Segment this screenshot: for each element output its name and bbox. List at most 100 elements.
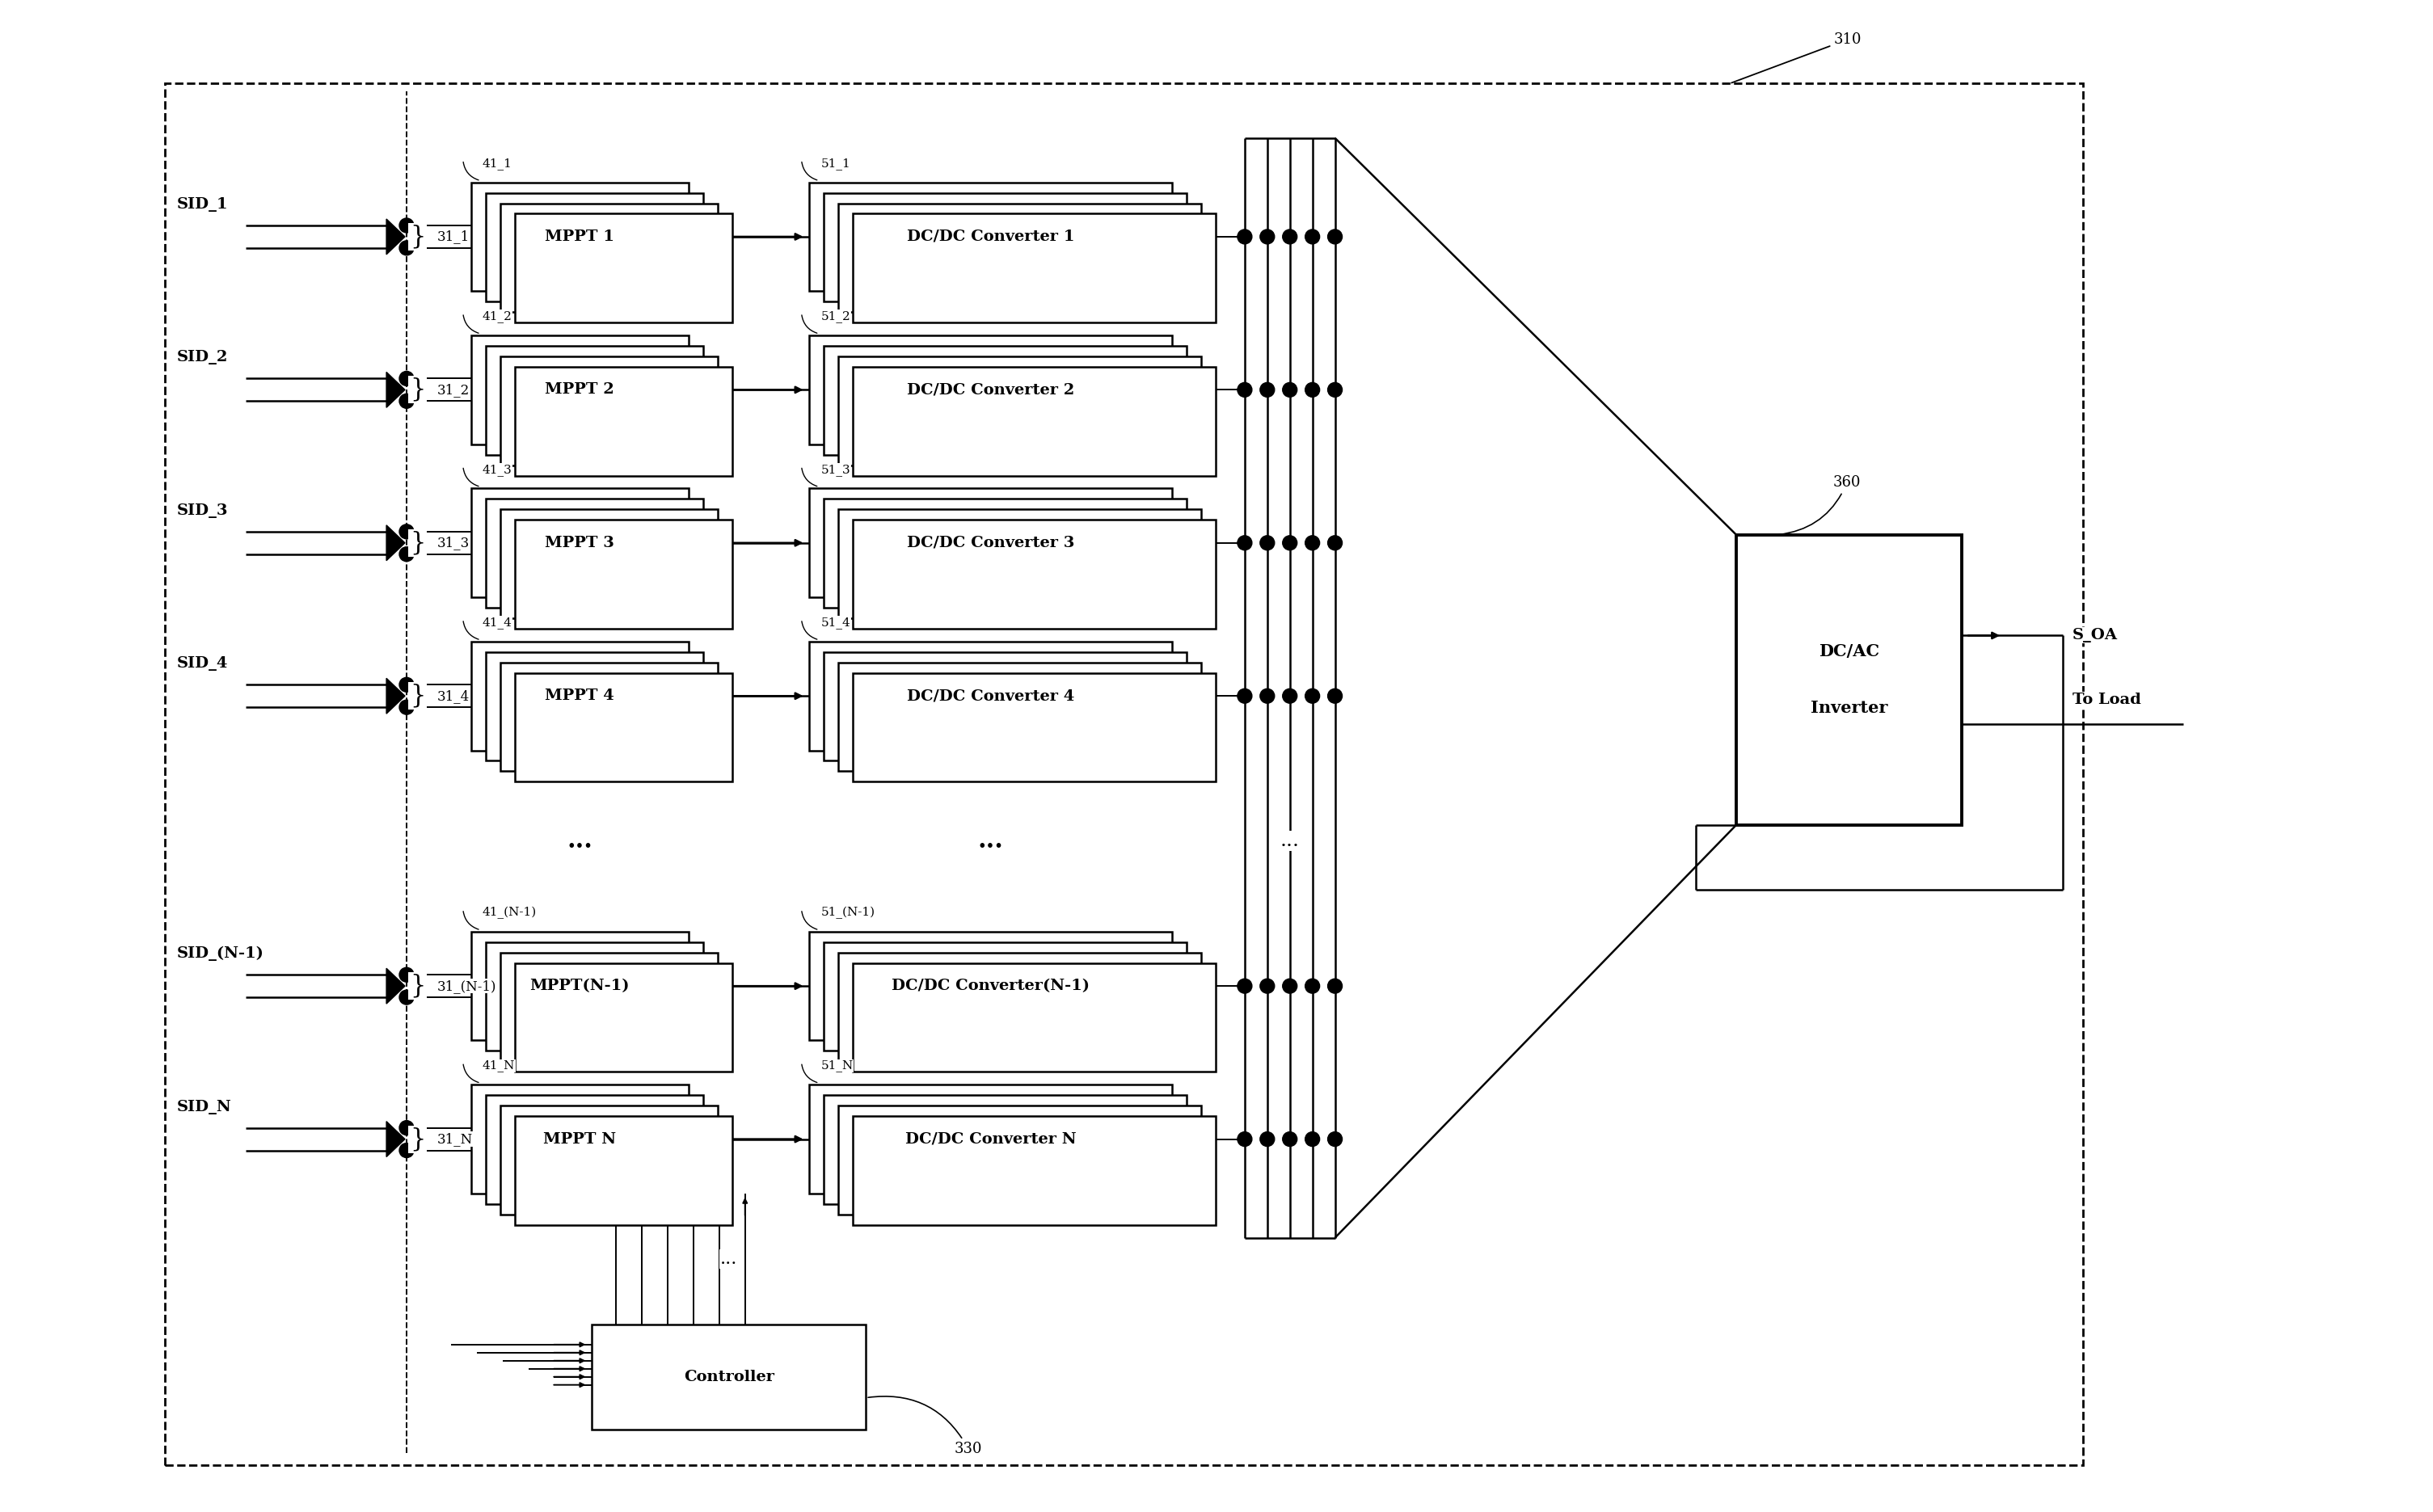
Text: MPPT(N-1): MPPT(N-1): [530, 978, 630, 993]
Text: }: }: [409, 531, 426, 555]
Text: 51_N: 51_N: [820, 1060, 854, 1072]
Text: ...: ...: [720, 1250, 737, 1269]
Bar: [487, 346, 703, 455]
Bar: [825, 346, 1187, 455]
Text: MPPT 3: MPPT 3: [545, 535, 616, 550]
Bar: [854, 673, 1216, 782]
Circle shape: [1260, 1132, 1275, 1146]
Circle shape: [1282, 689, 1297, 703]
Circle shape: [1260, 383, 1275, 398]
Circle shape: [399, 240, 414, 256]
Bar: [854, 520, 1216, 629]
Circle shape: [399, 677, 414, 692]
Circle shape: [399, 1143, 414, 1158]
Text: DC/DC Converter 4: DC/DC Converter 4: [908, 688, 1075, 703]
Text: 31_4: 31_4: [438, 689, 470, 703]
Text: }: }: [409, 378, 426, 402]
Text: SID_4: SID_4: [178, 656, 229, 671]
Text: 51_(N-1): 51_(N-1): [820, 906, 876, 919]
Text: 31_2: 31_2: [438, 383, 470, 396]
Text: }: }: [409, 1126, 426, 1152]
Bar: [487, 499, 703, 608]
Bar: [854, 1116, 1216, 1225]
Bar: [472, 336, 689, 445]
Circle shape: [399, 547, 414, 561]
Text: Inverter: Inverter: [1810, 700, 1888, 717]
Circle shape: [1282, 1132, 1297, 1146]
Text: DC/DC Converter 2: DC/DC Converter 2: [908, 383, 1075, 398]
Text: ...: ...: [978, 829, 1005, 854]
Text: 31_N: 31_N: [438, 1132, 472, 1146]
Bar: [839, 510, 1202, 618]
Text: 51_4: 51_4: [820, 617, 852, 629]
Text: MPPT 1: MPPT 1: [545, 230, 616, 243]
Text: Controller: Controller: [684, 1370, 774, 1383]
Bar: [501, 953, 718, 1061]
Circle shape: [1238, 1132, 1253, 1146]
Bar: [513, 367, 732, 476]
Text: 41_N: 41_N: [482, 1060, 516, 1072]
Bar: [839, 357, 1202, 466]
Bar: [487, 942, 703, 1051]
Bar: [825, 1095, 1187, 1204]
Bar: [472, 488, 689, 597]
Bar: [839, 662, 1202, 771]
Bar: [472, 931, 689, 1040]
Text: SID_(N-1): SID_(N-1): [178, 947, 265, 962]
Text: 41_4: 41_4: [482, 617, 511, 629]
Text: 41_(N-1): 41_(N-1): [482, 906, 538, 919]
Circle shape: [399, 372, 414, 386]
Text: ...: ...: [567, 829, 594, 854]
Text: DC/DC Converter 3: DC/DC Converter 3: [908, 535, 1075, 550]
Text: 31_1: 31_1: [438, 230, 470, 243]
Bar: [825, 499, 1187, 608]
Bar: [854, 367, 1216, 476]
Circle shape: [399, 525, 414, 538]
Bar: [472, 1084, 689, 1193]
Text: DC/DC Converter(N-1): DC/DC Converter(N-1): [893, 978, 1090, 993]
Text: 51_2: 51_2: [820, 310, 852, 322]
Bar: [513, 1116, 732, 1225]
Bar: [501, 357, 718, 466]
Bar: [810, 931, 1173, 1040]
Text: S_OA: S_OA: [2073, 629, 2117, 643]
Bar: [810, 488, 1173, 597]
Text: SID_N: SID_N: [178, 1099, 231, 1114]
Bar: [839, 953, 1202, 1061]
Text: SID_2: SID_2: [178, 351, 229, 364]
Bar: [487, 652, 703, 761]
Bar: [513, 520, 732, 629]
Circle shape: [1304, 383, 1319, 398]
Text: 41_1: 41_1: [482, 157, 511, 169]
Text: 360: 360: [1779, 475, 1861, 535]
Bar: [501, 662, 718, 771]
Bar: [825, 942, 1187, 1051]
Polygon shape: [387, 525, 404, 561]
Bar: [810, 1084, 1173, 1193]
Bar: [810, 336, 1173, 445]
Text: 31_(N-1): 31_(N-1): [438, 980, 496, 993]
Bar: [825, 652, 1187, 761]
Bar: [501, 510, 718, 618]
Text: 41_2: 41_2: [482, 310, 511, 322]
Polygon shape: [387, 219, 404, 254]
Circle shape: [399, 218, 414, 233]
Text: MPPT N: MPPT N: [543, 1132, 616, 1146]
Circle shape: [1304, 978, 1319, 993]
Bar: [487, 1095, 703, 1204]
Text: SID_3: SID_3: [178, 503, 229, 519]
Bar: [825, 194, 1187, 301]
Bar: [513, 963, 732, 1072]
Circle shape: [1328, 689, 1343, 703]
Circle shape: [1282, 383, 1297, 398]
Text: SID_1: SID_1: [178, 197, 229, 212]
Bar: [854, 213, 1216, 322]
Text: 51_3: 51_3: [820, 464, 852, 476]
Circle shape: [1238, 230, 1253, 243]
Circle shape: [1260, 689, 1275, 703]
Bar: [839, 1105, 1202, 1214]
Circle shape: [1328, 978, 1343, 993]
Circle shape: [1238, 535, 1253, 550]
Circle shape: [399, 393, 414, 408]
Text: }: }: [409, 224, 426, 249]
